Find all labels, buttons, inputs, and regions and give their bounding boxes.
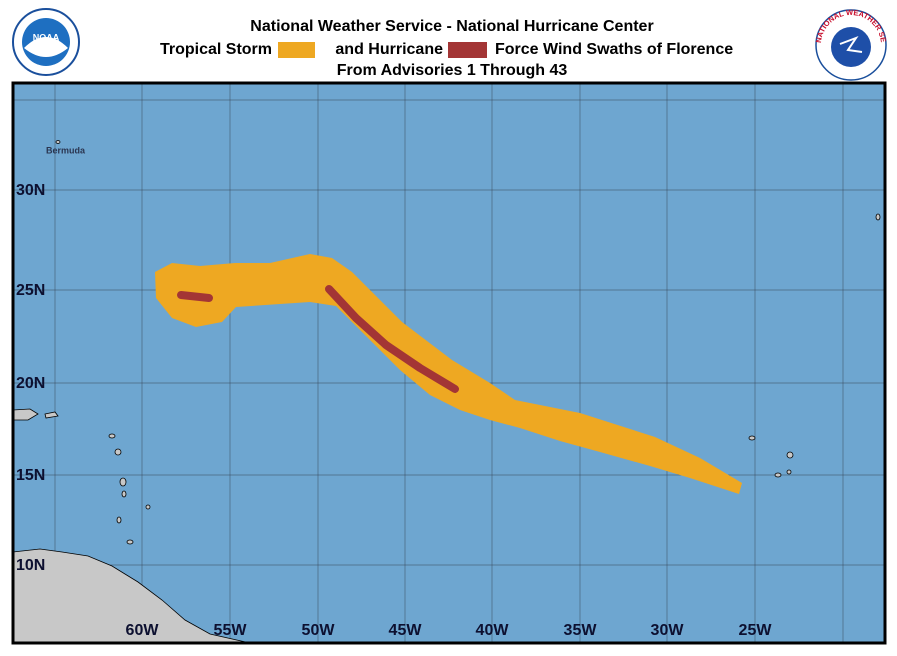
longitude-label: 55W [214, 622, 248, 639]
longitude-label: 45W [389, 622, 423, 639]
longitude-label: 50W [302, 622, 336, 639]
longitude-label: 40W [476, 622, 510, 639]
hurricane-swath [177, 285, 459, 393]
legend-swatch-hurricane [448, 42, 487, 58]
tropical-storm-swath [155, 254, 742, 494]
latitude-label: 15N [16, 467, 45, 484]
latitude-labels: 30N 25N 20N 15N 10N [16, 182, 45, 574]
place-label: Bermuda [46, 145, 86, 155]
latitude-label: 10N [16, 557, 45, 574]
latitude-label: 25N [16, 282, 45, 299]
logo-text: NOAA [33, 32, 60, 42]
legend-label: and Hurricane [335, 41, 443, 58]
latitude-label: 30N [16, 182, 45, 199]
noaa-logo: NOAA [12, 8, 80, 76]
land [12, 140, 881, 644]
latitude-label: 20N [16, 375, 45, 392]
longitude-labels: 60W 55W 50W 45W 40W 35W 30W 25W [126, 622, 773, 639]
title: National Weather Service - National Hurr… [250, 18, 653, 35]
legend-label: Force Wind Swaths of Florence [495, 41, 733, 58]
legend-label: Tropical Storm [160, 41, 272, 58]
longitude-label: 25W [739, 622, 773, 639]
longitude-label: 60W [126, 622, 160, 639]
subtitle: From Advisories 1 Through 43 [337, 62, 568, 79]
longitude-label: 35W [564, 622, 598, 639]
graticule [13, 83, 885, 643]
map-frame [11, 81, 887, 645]
legend-swatch-storm [278, 42, 315, 58]
longitude-label: 30W [651, 622, 685, 639]
map: Bermuda [11, 81, 887, 645]
